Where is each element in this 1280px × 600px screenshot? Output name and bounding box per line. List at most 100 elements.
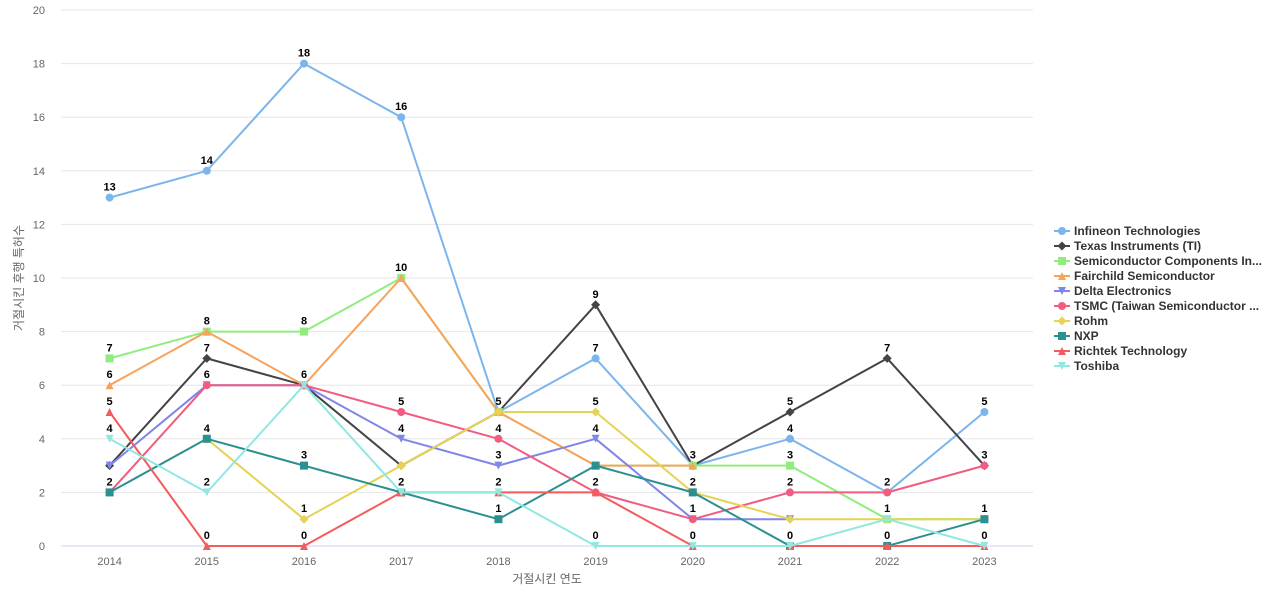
legend-marker — [1057, 241, 1067, 251]
data-label: 0 — [593, 530, 599, 542]
data-label: 3 — [690, 450, 696, 462]
data-label: 10 — [395, 262, 407, 274]
legend-marker — [1058, 347, 1066, 355]
data-point[interactable] — [105, 354, 114, 363]
series-line[interactable] — [108, 384, 790, 521]
data-label: 18 — [298, 48, 310, 60]
data-point[interactable] — [105, 461, 114, 470]
legend-item[interactable]: TSMC (Taiwan Semiconductor ... — [1054, 299, 1259, 313]
series-line[interactable] — [109, 384, 985, 547]
data-point[interactable] — [299, 514, 309, 524]
data-point[interactable] — [105, 434, 114, 443]
data-point[interactable] — [786, 542, 794, 550]
data-point[interactable] — [494, 488, 503, 497]
legend-item[interactable]: Fairchild Semiconductor — [1054, 269, 1215, 283]
data-point[interactable] — [591, 300, 601, 310]
data-point[interactable] — [105, 193, 114, 202]
data-point[interactable] — [785, 514, 795, 524]
data-point[interactable] — [202, 381, 211, 390]
data-point[interactable] — [786, 488, 794, 497]
legend-label: NXP — [1074, 329, 1099, 343]
y-axis-ticks: 0 2 4 6 8 10 12 14 16 18 20 — [33, 5, 45, 553]
data-point[interactable] — [397, 434, 406, 443]
data-point[interactable] — [202, 327, 211, 336]
data-point[interactable] — [105, 488, 114, 497]
x-tick-label: 2022 — [875, 556, 899, 568]
data-point[interactable] — [688, 542, 697, 550]
x-tick-label: 2020 — [681, 556, 705, 568]
data-label: 3 — [301, 450, 307, 462]
series-10 — [105, 381, 989, 550]
data-point[interactable] — [300, 381, 308, 390]
legend-item[interactable]: Rohm — [1054, 314, 1108, 328]
legend-marker — [1058, 302, 1066, 310]
series-line[interactable] — [108, 303, 986, 467]
data-point[interactable] — [494, 461, 503, 470]
data-label: 0 — [204, 530, 210, 542]
legend-item[interactable]: Toshiba — [1054, 359, 1119, 373]
x-tick-label: 2018 — [486, 556, 510, 568]
data-point[interactable] — [300, 327, 308, 336]
x-axis-title: 거절시킨 연도 — [512, 572, 582, 586]
data-point[interactable] — [591, 488, 600, 497]
data-point[interactable] — [591, 461, 600, 470]
data-point[interactable] — [202, 353, 212, 363]
data-point[interactable] — [980, 408, 989, 416]
data-point[interactable] — [105, 408, 114, 416]
data-label: 3 — [787, 450, 793, 462]
y-tick-label: 0 — [39, 541, 45, 553]
data-point[interactable] — [397, 113, 406, 122]
data-point[interactable] — [591, 434, 600, 443]
data-point[interactable] — [785, 407, 795, 417]
data-point[interactable] — [980, 515, 989, 524]
data-point[interactable] — [202, 488, 211, 497]
data-point[interactable] — [397, 408, 406, 416]
y-tick-label: 10 — [33, 273, 45, 285]
data-point[interactable] — [494, 515, 503, 524]
data-label: 2 — [107, 476, 113, 488]
data-point[interactable] — [882, 353, 892, 363]
legend-item[interactable]: Richtek Technology — [1054, 344, 1187, 358]
data-point[interactable] — [397, 274, 406, 282]
data-point[interactable] — [202, 166, 211, 175]
data-point[interactable] — [786, 461, 794, 470]
data-point[interactable] — [300, 542, 308, 550]
data-point[interactable] — [300, 461, 308, 470]
legend-marker — [1058, 332, 1066, 340]
data-point[interactable] — [591, 542, 600, 550]
data-point[interactable] — [591, 407, 601, 417]
x-tick-label: 2023 — [972, 556, 996, 568]
data-label: 3 — [495, 450, 501, 462]
data-point[interactable] — [883, 542, 892, 550]
data-point[interactable] — [688, 515, 697, 524]
legend-item[interactable]: Semiconductor Components In... — [1054, 254, 1262, 268]
data-point[interactable] — [980, 542, 989, 550]
data-point[interactable] — [786, 434, 794, 443]
data-point[interactable] — [883, 515, 892, 524]
legend-item[interactable]: Infineon Technologies — [1054, 224, 1201, 238]
series-line[interactable] — [109, 277, 985, 521]
series-line[interactable] — [108, 411, 985, 547]
legend-marker — [1058, 227, 1066, 235]
data-point[interactable] — [591, 354, 600, 363]
data-point[interactable] — [397, 488, 406, 497]
data-point[interactable] — [300, 59, 308, 68]
legend-item[interactable]: Texas Instruments (TI) — [1054, 239, 1201, 253]
data-point[interactable] — [494, 434, 503, 443]
data-label: 16 — [395, 101, 407, 113]
series-line[interactable] — [109, 62, 986, 494]
data-point[interactable] — [980, 461, 989, 470]
data-point[interactable] — [105, 381, 114, 390]
legend-label: Fairchild Semiconductor — [1074, 269, 1215, 283]
data-point[interactable] — [688, 461, 697, 470]
legend-item[interactable]: Delta Electronics — [1054, 284, 1172, 298]
legend-item[interactable]: NXP — [1054, 329, 1099, 343]
data-point[interactable] — [883, 488, 892, 497]
data-point[interactable] — [202, 542, 211, 550]
series-line[interactable] — [108, 384, 985, 521]
data-point[interactable] — [202, 434, 211, 443]
data-point[interactable] — [396, 461, 406, 471]
data-point[interactable] — [688, 488, 697, 497]
data-point[interactable] — [493, 407, 503, 417]
